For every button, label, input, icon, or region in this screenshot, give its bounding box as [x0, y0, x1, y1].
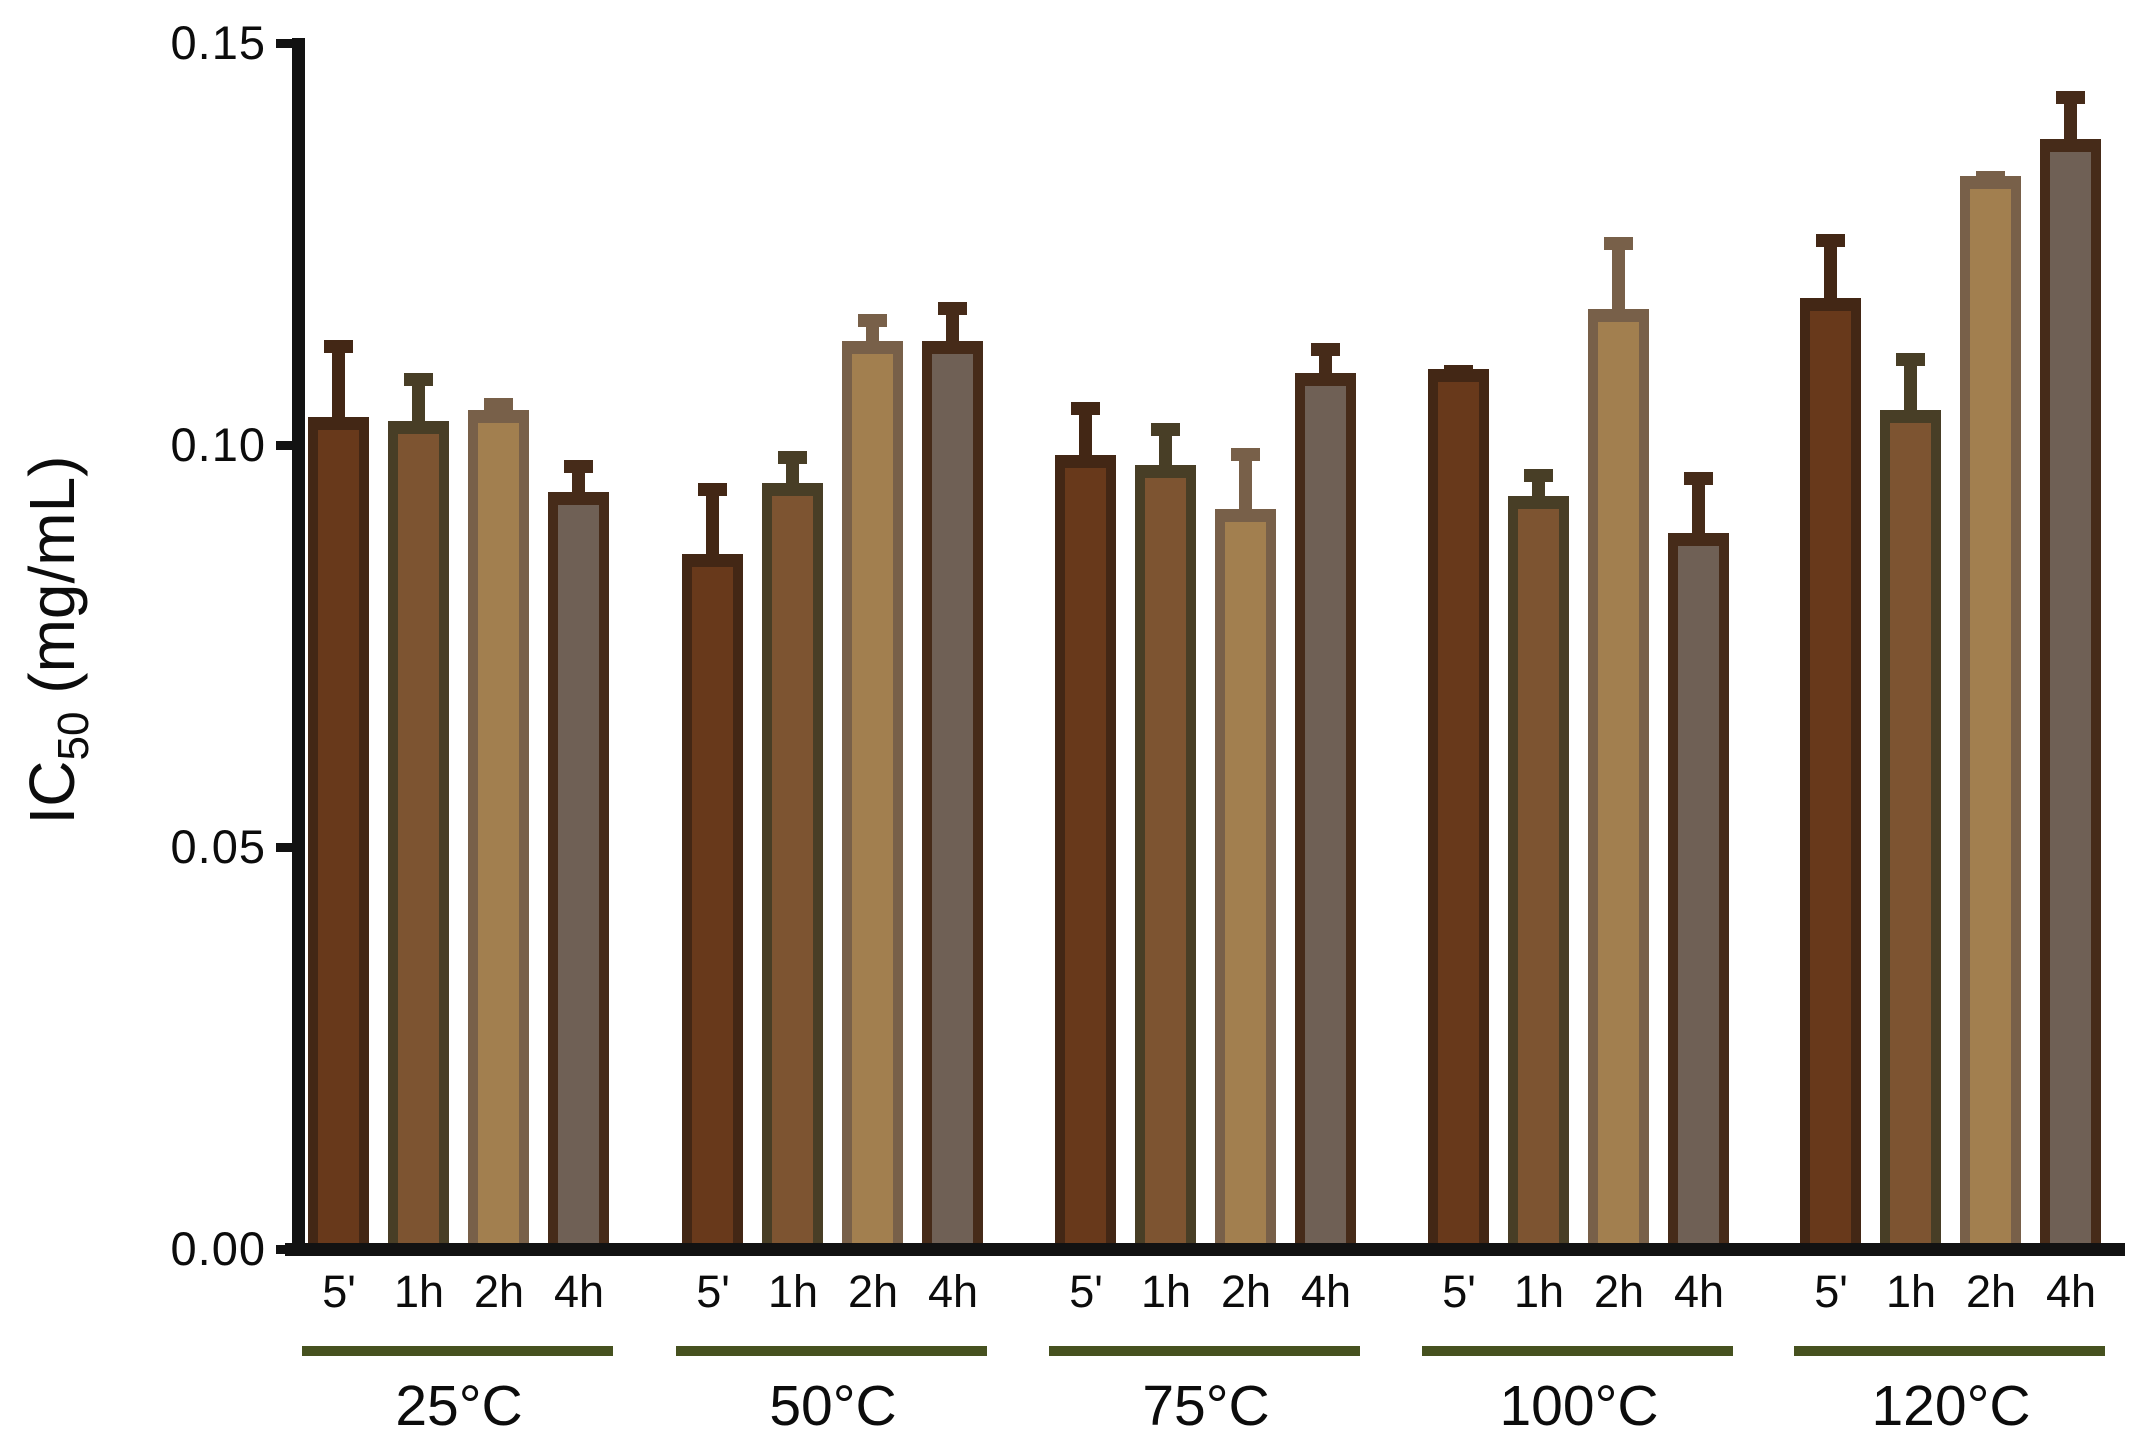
bar	[388, 421, 449, 1253]
error-bar-stem	[1824, 234, 1837, 304]
error-bar-cap	[1604, 237, 1633, 250]
error-bar-stem	[2064, 91, 2077, 145]
bar	[2040, 139, 2101, 1253]
x-tick-label: 5'	[1814, 1266, 1848, 1317]
x-tick-label: 2h	[1593, 1266, 1645, 1317]
bar	[762, 483, 823, 1253]
bar	[1135, 465, 1196, 1253]
bar	[548, 492, 609, 1253]
bar	[1215, 509, 1276, 1253]
error-bar-stem	[1692, 472, 1705, 539]
error-bar-cap	[484, 398, 513, 411]
error-bar-stem	[1239, 448, 1252, 515]
y-tick-label: 0.10	[170, 418, 266, 471]
bar	[1295, 373, 1356, 1253]
error-bar-cap	[938, 302, 967, 315]
x-tick-label: 2h	[473, 1266, 525, 1317]
x-tick-label: 4h	[927, 1266, 979, 1317]
x-tick-label: 1h	[767, 1266, 819, 1317]
group-underline	[1049, 1346, 1360, 1356]
bar	[1588, 309, 1649, 1253]
error-bar-stem	[1904, 353, 1917, 416]
y-axis-tick	[276, 843, 292, 852]
error-bar-cap	[1816, 234, 1845, 247]
error-bar-stem	[1079, 402, 1092, 461]
error-bar-cap	[564, 460, 593, 473]
group-underline	[1794, 1346, 2105, 1356]
y-axis-tick	[276, 1245, 292, 1254]
bar	[468, 410, 529, 1253]
x-tick-label: 5'	[322, 1266, 356, 1317]
x-tick-label: 1h	[1140, 1266, 1192, 1317]
error-bar-cap	[1231, 448, 1260, 461]
error-bar-stem	[1612, 237, 1625, 315]
x-tick-label: 4h	[1673, 1266, 1725, 1317]
error-bar-stem	[706, 483, 719, 560]
error-bar-cap	[1524, 469, 1553, 482]
y-axis-line	[292, 38, 305, 1256]
group-label: 25°C	[395, 1374, 523, 1438]
error-bar-cap	[324, 340, 353, 353]
y-tick-label: 0.05	[170, 820, 266, 873]
x-tick-label: 4h	[2045, 1266, 2097, 1317]
x-tick-label: 5'	[1442, 1266, 1476, 1317]
x-tick-label: 2h	[1220, 1266, 1272, 1317]
error-bar-cap	[1976, 171, 2005, 184]
error-bar-cap	[1071, 402, 1100, 415]
error-bar-cap	[1311, 343, 1340, 356]
x-axis-line	[285, 1243, 2125, 1256]
bar	[1668, 533, 1729, 1253]
x-tick-label: 4h	[553, 1266, 605, 1317]
error-bar-cap	[2056, 91, 2085, 104]
error-bar-cap	[1684, 472, 1713, 485]
error-bar-stem	[332, 340, 345, 423]
y-tick-label: 0.00	[170, 1222, 266, 1275]
bar	[1880, 410, 1941, 1253]
bar	[308, 417, 369, 1253]
bar	[1428, 369, 1489, 1253]
bar	[1800, 298, 1861, 1253]
y-axis-tick	[276, 39, 292, 48]
group-underline	[1422, 1346, 1733, 1356]
bar	[922, 341, 983, 1253]
error-bar-cap	[404, 373, 433, 386]
y-axis-tick	[276, 441, 292, 450]
error-bar-cap	[1151, 423, 1180, 436]
x-tick-label: 2h	[847, 1266, 899, 1317]
bar	[682, 554, 743, 1253]
x-tick-label: 1h	[1885, 1266, 1937, 1317]
group-label: 100°C	[1499, 1374, 1659, 1438]
group-label: 50°C	[769, 1374, 897, 1438]
group-underline	[676, 1346, 987, 1356]
x-tick-label: 1h	[1513, 1266, 1565, 1317]
x-tick-label: 5'	[1069, 1266, 1103, 1317]
x-tick-label: 5'	[696, 1266, 730, 1317]
x-tick-label: 1h	[393, 1266, 445, 1317]
x-tick-label: 2h	[1965, 1266, 2017, 1317]
error-bar-stem	[412, 373, 425, 427]
x-tick-label: 4h	[1300, 1266, 1352, 1317]
error-bar-cap	[858, 314, 887, 327]
y-tick-label: 0.15	[170, 16, 266, 69]
bar	[842, 341, 903, 1253]
error-bar-cap	[778, 451, 807, 464]
group-underline	[302, 1346, 613, 1356]
bar	[1960, 176, 2021, 1253]
group-label: 75°C	[1142, 1374, 1270, 1438]
error-bar-cap	[1444, 365, 1473, 378]
bar	[1508, 496, 1569, 1253]
bar	[1055, 455, 1116, 1253]
error-bar-cap	[698, 483, 727, 496]
error-bar-cap	[1896, 353, 1925, 366]
group-label: 120°C	[1871, 1374, 2031, 1438]
